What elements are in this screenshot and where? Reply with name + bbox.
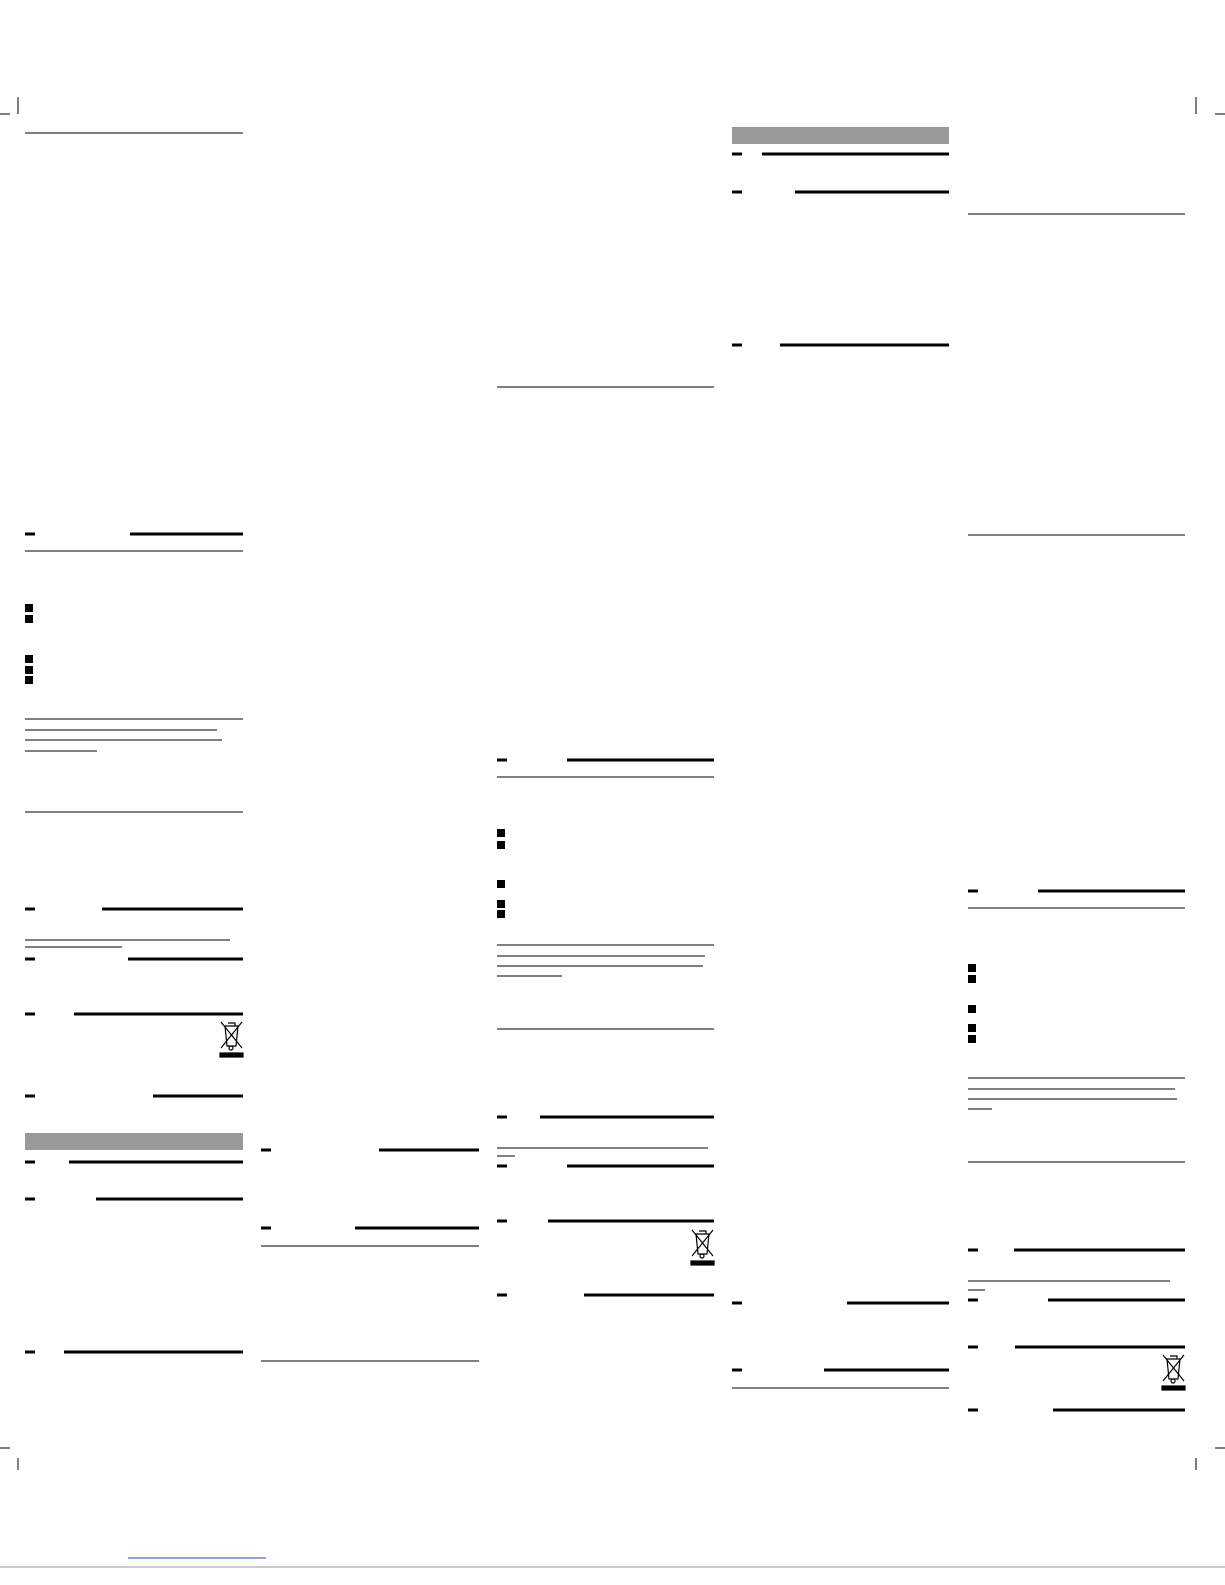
icon-part	[695, 1230, 710, 1255]
heading-marker	[497, 1164, 507, 1168]
heading-rule	[824, 1368, 949, 1372]
weee-icon	[219, 1021, 244, 1058]
heading-rule	[1014, 1248, 1185, 1252]
heading-rule	[128, 957, 243, 961]
bullet	[25, 604, 33, 612]
heading-rule	[1038, 889, 1185, 893]
heading-marker	[732, 1301, 742, 1305]
heading-rule	[379, 1148, 479, 1152]
heading-marker	[25, 1350, 35, 1354]
heading-rule	[567, 758, 714, 762]
bullet	[968, 1024, 976, 1032]
bullet	[25, 615, 33, 623]
heading-rule	[130, 532, 243, 536]
icon-part	[1166, 1355, 1181, 1380]
icon-part	[1170, 1378, 1176, 1384]
heading-rule	[1053, 1408, 1185, 1412]
heading-rule	[96, 1197, 243, 1201]
icon-part	[699, 1253, 705, 1259]
heading-marker	[497, 1219, 507, 1223]
icon-part	[690, 1260, 715, 1266]
heading-marker	[968, 1298, 978, 1302]
heading-rule	[762, 152, 949, 156]
bullet	[25, 666, 33, 674]
bullet	[968, 1035, 976, 1043]
icon-part	[220, 1021, 243, 1049]
heading-marker	[25, 1197, 35, 1201]
bullet	[968, 964, 976, 972]
heading-rule	[74, 1012, 243, 1016]
heading-marker	[25, 957, 35, 961]
heading-marker	[968, 1345, 978, 1349]
bullet	[25, 676, 33, 684]
heading-marker	[732, 190, 742, 194]
bullet	[497, 910, 505, 918]
heading-marker	[25, 1160, 35, 1164]
heading-rule	[795, 190, 949, 194]
icon-part	[1161, 1385, 1186, 1391]
heading-rule	[847, 1301, 949, 1305]
heading-marker	[497, 1115, 507, 1119]
heading-marker	[25, 1012, 35, 1016]
icon-part	[219, 1052, 244, 1058]
heading-marker	[732, 152, 742, 156]
heading-marker	[968, 889, 978, 893]
heading-marker	[732, 1368, 742, 1372]
heading-rule	[584, 1293, 714, 1297]
heading-rule	[64, 1350, 243, 1354]
crop-marks	[0, 97, 1225, 1470]
bullet	[968, 975, 976, 983]
icon-part	[228, 1045, 234, 1051]
heading-rule	[1048, 1298, 1185, 1302]
weee-icon	[1161, 1354, 1186, 1391]
heading-marker	[261, 1148, 271, 1152]
heading-marker	[25, 1094, 35, 1098]
bullet	[497, 900, 505, 908]
heading-marker	[968, 1248, 978, 1252]
heading-rule	[567, 1164, 714, 1168]
icon-part	[224, 1022, 239, 1047]
heading-marker	[732, 343, 742, 347]
section-bar	[25, 1133, 243, 1150]
weee-icon	[690, 1229, 715, 1266]
heading-rule	[355, 1226, 479, 1230]
heading-rule	[153, 1094, 243, 1098]
heading-marker	[968, 1408, 978, 1412]
heading-rule	[780, 343, 949, 347]
heading-rule	[540, 1115, 714, 1119]
bullet	[25, 655, 33, 663]
heading-marker	[25, 907, 35, 911]
heading-marker	[497, 1293, 507, 1297]
heading-marker	[25, 532, 35, 536]
section-bar	[732, 127, 949, 144]
heading-marker	[261, 1226, 271, 1230]
bullet	[497, 880, 505, 888]
bullet	[497, 829, 505, 837]
icon-part	[691, 1229, 714, 1257]
bullet	[497, 841, 505, 849]
bullet	[968, 1005, 976, 1013]
heading-rule	[548, 1219, 714, 1223]
heading-marker	[497, 758, 507, 762]
heading-rule	[69, 1160, 243, 1164]
heading-rule	[102, 907, 243, 911]
icon-part	[1162, 1354, 1185, 1382]
heading-rule	[1015, 1345, 1185, 1349]
